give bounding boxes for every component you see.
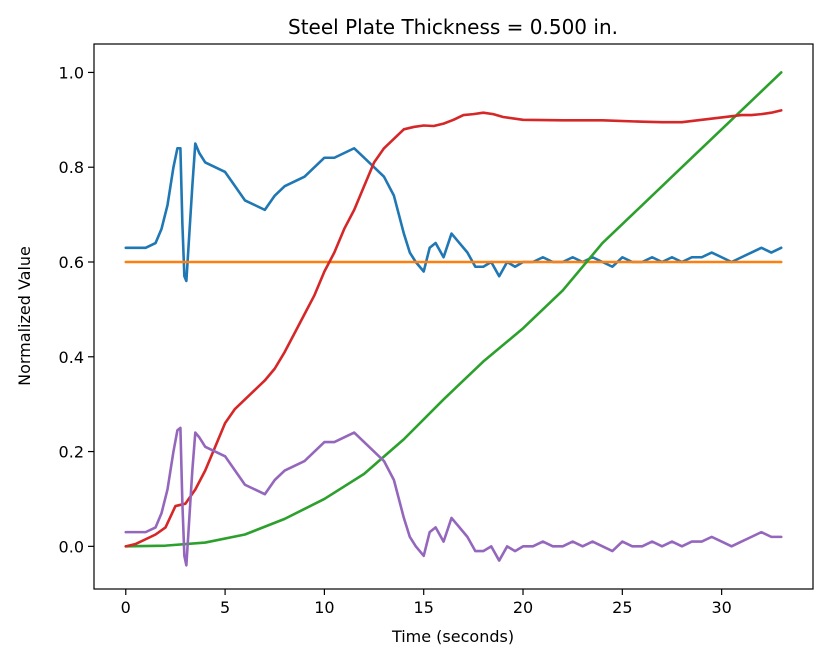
y-axis-ticks: 0.0 0.2 0.4 0.6 0.8 1.0 — [59, 63, 94, 556]
x-axis-ticks: 0 5 10 15 20 25 30 — [121, 589, 732, 617]
x-tick-label: 15 — [414, 598, 434, 617]
series-line-red — [124, 109, 783, 548]
x-tick-label: 5 — [220, 598, 230, 617]
x-tick-label: 20 — [513, 598, 533, 617]
x-tick-label: 30 — [711, 598, 731, 617]
y-tick-label: 0.4 — [59, 348, 84, 367]
series-lines — [124, 71, 783, 567]
series-line-purple — [124, 426, 783, 567]
y-tick-label: 0.6 — [59, 253, 84, 272]
x-axis-label: Time (seconds) — [391, 627, 514, 646]
series-line-green — [124, 71, 783, 548]
y-tick-label: 0.2 — [59, 443, 84, 462]
y-tick-label: 0.0 — [59, 537, 84, 556]
plot-area-frame — [93, 43, 814, 590]
y-tick-label: 0.8 — [59, 158, 84, 177]
y-axis-label: Normalized Value — [15, 246, 34, 386]
chart-title: Steel Plate Thickness = 0.500 in. — [288, 15, 618, 39]
x-tick-label: 10 — [314, 598, 334, 617]
x-tick-label: 25 — [612, 598, 632, 617]
y-tick-label: 1.0 — [59, 63, 84, 82]
x-tick-label: 0 — [121, 598, 131, 617]
series-line-blue — [124, 142, 783, 283]
